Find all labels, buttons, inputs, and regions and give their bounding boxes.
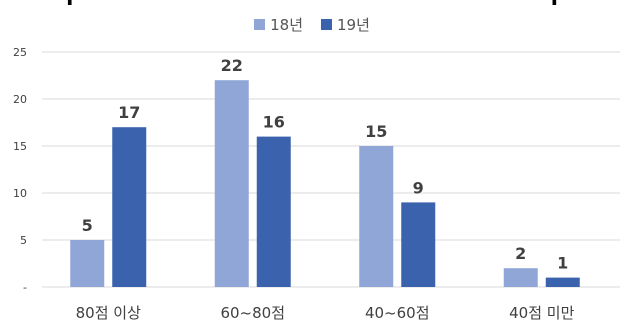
y-tick-label: 5 <box>20 234 27 247</box>
legend-swatch-18 <box>254 19 266 30</box>
y-tick-label: 15 <box>13 140 27 153</box>
bar-19년-40~60점 <box>401 202 436 287</box>
x-axis-label: 60~80점 <box>220 304 285 322</box>
x-axis-labels: 80점 이상 60~80점 40~60점 40점 미만 <box>76 304 575 322</box>
data-label: 16 <box>263 113 285 132</box>
data-label: 22 <box>221 56 243 75</box>
data-label: 15 <box>365 122 387 141</box>
y-tick-label: 20 <box>13 93 27 106</box>
data-label: 17 <box>118 103 140 122</box>
bar-19년-40점 미만 <box>545 277 580 287</box>
title-right-bracket: ] <box>548 0 558 5</box>
data-label: 2 <box>515 244 526 263</box>
legend-item-19: 19년 <box>321 14 370 35</box>
legend-label-18: 18년 <box>270 16 303 34</box>
data-label: 5 <box>82 216 93 235</box>
data-label: 1 <box>557 254 568 273</box>
x-axis-label: 40점 미만 <box>509 304 574 322</box>
bar-19년-60~80점 <box>256 136 291 287</box>
bar-18년-40점 미만 <box>503 268 538 287</box>
bar-18년-60~80점 <box>214 80 249 287</box>
y-tick-label: - <box>23 281 27 294</box>
bar-18년-80점 이상 <box>70 240 105 287</box>
y-axis-ticks: - 5 10 15 20 25 <box>13 46 27 294</box>
title-left-bracket: [ <box>66 0 76 5</box>
bar-18년-40~60점 <box>359 146 394 287</box>
legend-swatch-19 <box>321 19 332 30</box>
title-fragment: [ ] <box>0 0 624 5</box>
data-label: 9 <box>413 178 424 197</box>
bar-19년-80점 이상 <box>112 127 147 287</box>
y-tick-label: 10 <box>13 187 27 200</box>
data-labels: 5 17 22 16 15 9 2 1 <box>82 56 569 272</box>
y-tick-label: 25 <box>13 46 27 59</box>
x-axis-label: 80점 이상 <box>76 304 141 322</box>
x-axis-label: 40~60점 <box>365 304 430 322</box>
legend: 18년 19년 <box>0 14 624 35</box>
legend-item-18: 18년 <box>254 14 303 35</box>
legend-label-19: 19년 <box>337 16 370 34</box>
bars <box>70 80 580 287</box>
